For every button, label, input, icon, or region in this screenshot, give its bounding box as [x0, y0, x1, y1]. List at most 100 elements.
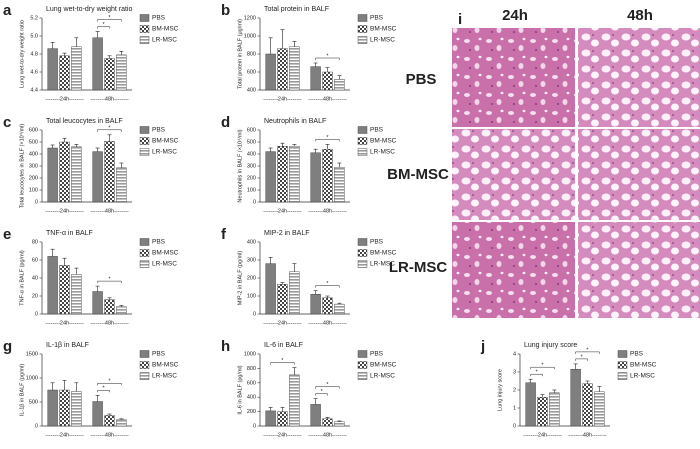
- y-tick-label: 80: [32, 239, 38, 245]
- y-tick-label: 4.4: [30, 87, 38, 93]
- significance-bracket: [97, 390, 110, 393]
- legend-label: PBS: [630, 351, 644, 358]
- significance-label: *: [586, 347, 589, 353]
- legend-swatch: [357, 137, 368, 145]
- y-tick-label: 100: [247, 187, 256, 193]
- histology-image: [578, 28, 700, 127]
- error-bar: [119, 50, 124, 55]
- y-tick-label: 2: [513, 387, 516, 393]
- y-tick-label: 5.2: [30, 15, 38, 21]
- panel-label: g: [3, 338, 12, 355]
- legend-swatch: [139, 249, 150, 257]
- x-tick-label: --------24h--------: [45, 432, 84, 438]
- error-bar: [292, 263, 297, 272]
- bar: [59, 55, 70, 91]
- error-bar: [119, 305, 124, 307]
- bar: [71, 274, 82, 315]
- histology-image: [452, 28, 575, 127]
- y-tick-label: 300: [247, 257, 256, 263]
- chart-title: TNF-α in BALF: [46, 230, 93, 237]
- bar: [322, 148, 333, 203]
- chart-title: Lung wet-to-dry weight ratio: [46, 6, 132, 13]
- error-bar: [325, 144, 330, 150]
- significance-label: *: [108, 15, 111, 21]
- significance-bracket: [315, 139, 340, 142]
- y-tick-label: 400: [247, 151, 256, 157]
- bar: [277, 411, 288, 427]
- significance-label: *: [326, 135, 329, 141]
- y-tick-label: 600: [247, 69, 256, 75]
- legend-swatch: [139, 361, 150, 369]
- histology-image: [578, 129, 700, 220]
- legend-label: LR-MSC: [152, 37, 177, 44]
- legend-swatch: [357, 14, 368, 22]
- bar: [289, 271, 300, 315]
- panel-label: a: [3, 2, 12, 19]
- panel-label: j: [480, 338, 485, 355]
- significance-label: *: [108, 277, 111, 283]
- error-bar: [50, 248, 55, 257]
- error-bar: [268, 147, 273, 152]
- y-axis-label: Lung wet-to-dry weight ratio: [19, 20, 25, 88]
- y-tick-label: 800: [247, 51, 256, 57]
- error-bar: [95, 285, 100, 292]
- y-tick-label: 400: [247, 239, 256, 245]
- legend-swatch: [357, 361, 368, 369]
- legend-label: PBS: [370, 351, 384, 358]
- legend-label: LR-MSC: [152, 373, 177, 380]
- chart-panel: d Neutrophils in BALF Neutrophils in BALF …: [221, 114, 397, 214]
- y-tick-label: 500: [29, 139, 38, 145]
- chart-panel: j Lung injury score Lung injury score 0 1 2 3 4…: [480, 338, 657, 438]
- legend-label: BM-MSC: [370, 362, 397, 369]
- y-tick-label: 200: [247, 175, 256, 181]
- error-bar: [62, 138, 67, 142]
- chart-title: IL-6 in BALF: [264, 342, 303, 349]
- y-axis-label: IL-6 in BALF (pg/ml): [237, 365, 243, 414]
- bar: [310, 404, 321, 427]
- bar: [525, 382, 536, 427]
- y-tick-label: 300: [247, 163, 256, 169]
- error-bar: [280, 282, 285, 285]
- significance-label: *: [326, 382, 329, 388]
- error-bar: [50, 382, 55, 390]
- error-bar: [280, 29, 285, 49]
- significance-bracket: [575, 358, 588, 361]
- y-tick-label: 0: [35, 423, 38, 429]
- legend-label: PBS: [152, 15, 166, 22]
- error-bar: [74, 382, 79, 392]
- error-bar: [313, 62, 318, 67]
- bar: [59, 389, 70, 427]
- bar: [549, 392, 560, 427]
- y-axis-label: IL-1β in BALF (pg/ml): [19, 364, 25, 417]
- error-bar: [62, 52, 67, 56]
- error-bar: [337, 302, 342, 305]
- significance-bracket: [97, 26, 110, 29]
- y-tick-label: 1: [513, 405, 516, 411]
- y-tick-label: 600: [247, 380, 256, 386]
- error-bar: [585, 380, 590, 384]
- error-bar: [50, 144, 55, 148]
- bar: [310, 152, 321, 203]
- legend-label: LR-MSC: [630, 373, 655, 380]
- significance-bracket: [575, 351, 600, 354]
- y-tick-label: 4.6: [30, 69, 38, 75]
- legend-label: BM-MSC: [152, 362, 179, 369]
- legend-swatch: [357, 238, 368, 246]
- significance-bracket: [315, 57, 340, 60]
- error-bar: [62, 257, 67, 266]
- bar: [47, 48, 58, 91]
- y-tick-label: 300: [29, 163, 38, 169]
- bar: [92, 37, 103, 91]
- legend-swatch: [357, 36, 368, 44]
- legend-label: BM-MSC: [370, 138, 397, 145]
- legend-swatch: [357, 350, 368, 358]
- legend-swatch: [357, 126, 368, 134]
- chart-title: Neutrophils in BALF: [264, 118, 326, 125]
- significance-label: *: [535, 370, 538, 376]
- histology-image: [578, 222, 700, 318]
- error-bar: [74, 267, 79, 275]
- bar: [116, 167, 127, 203]
- significance-bracket: [530, 373, 543, 377]
- chart-panel: e TNF-α in BALF TNF-α in BALF (pg/ml) 0 20 40…: [3, 226, 179, 326]
